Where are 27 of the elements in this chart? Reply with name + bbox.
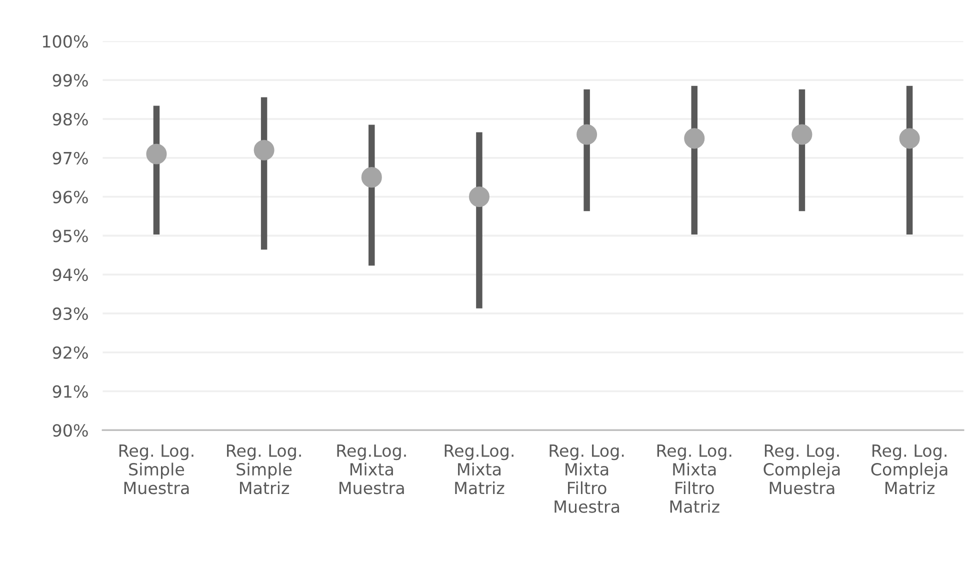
point	[254, 140, 274, 160]
x-tick-label: Reg. Log. Compleja Matriz	[871, 444, 948, 494]
y-tick-label: 91%	[52, 385, 88, 398]
x-tick-label: Reg. Log. Simple Muestra	[119, 444, 194, 494]
point	[899, 128, 920, 149]
y-tick-label: 92%	[52, 346, 88, 359]
point	[361, 167, 382, 188]
x-tick-label: Reg. Log. Mixta Filtro Muestra	[550, 444, 624, 513]
x-tick-label: Reg. Log. Simple Matriz	[227, 444, 301, 494]
point	[576, 124, 598, 145]
y-tick-label: 94%	[52, 268, 88, 282]
y-tick-label: 99%	[52, 74, 88, 87]
point	[792, 124, 812, 145]
x-tick-label: Reg. Log. Mixta Filtro Matriz	[657, 444, 732, 513]
x-tick-label: Reg.Log. Mixta Matriz	[444, 444, 514, 494]
y-tick-label: 96%	[52, 190, 88, 204]
y-tick-label: 90%	[52, 424, 88, 437]
y-tick-label: 93%	[52, 307, 88, 320]
point	[684, 128, 705, 149]
y-tick-label: 98%	[52, 112, 88, 126]
y-tick-label: 100%	[42, 35, 88, 48]
y-tick-label: 97%	[52, 152, 88, 164]
point	[468, 186, 490, 208]
x-tick-label: Reg.Log. Mixta Muestra	[337, 444, 406, 494]
point	[146, 144, 167, 164]
y-tick-label: 95%	[52, 230, 88, 242]
x-tick-label: Reg. Log. Compleja Muestra	[764, 444, 840, 494]
